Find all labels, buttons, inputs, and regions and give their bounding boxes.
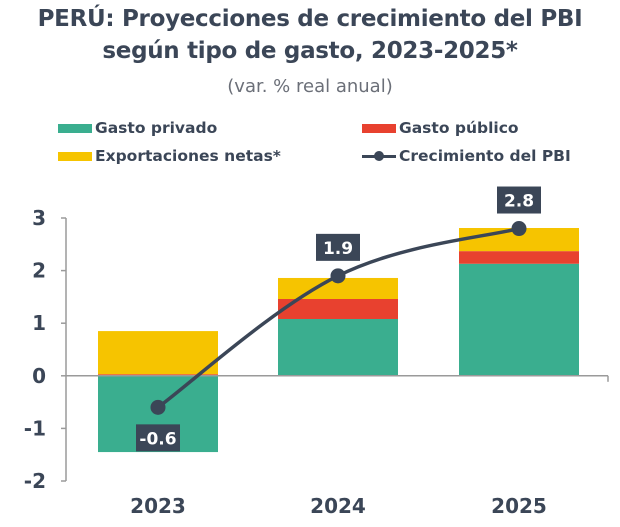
data-label-crecimiento-pbi: 2.8 — [504, 192, 534, 212]
marker-crecimiento-pbi-2023 — [150, 399, 166, 415]
legend-item-crecimiento-pbi: Crecimiento del PBI — [362, 147, 571, 165]
legend-label: Gasto público — [399, 119, 519, 137]
bar-gasto-privado-2024 — [278, 318, 398, 376]
data-label-box — [497, 186, 541, 214]
x-tick-label: 2024 — [310, 494, 366, 518]
legend-line-marker-icon — [362, 150, 396, 162]
legend-item-exportaciones-netas: Exportaciones netas* — [58, 147, 281, 165]
bar-gasto-privado-2025 — [459, 263, 579, 376]
y-tick-label: 2 — [32, 259, 46, 283]
legend-item-gasto-publico: Gasto público — [362, 119, 519, 137]
chart-title-line-1: PERÚ: Proyecciones de crecimiento del PB… — [37, 6, 583, 32]
y-tick-label: 3 — [32, 206, 46, 230]
legend-label: Crecimiento del PBI — [399, 147, 571, 165]
data-label-box — [316, 233, 360, 261]
x-tick-label: 2025 — [491, 494, 547, 518]
data-label-crecimiento-pbi: 1.9 — [323, 239, 353, 259]
legend-swatch-exportaciones-netas — [58, 151, 92, 161]
data-label-box — [136, 424, 180, 452]
bar-gasto-p-blico-2025 — [459, 251, 579, 264]
data-label-crecimiento-pbi: -0.6 — [139, 429, 176, 449]
chart-title-line-2: según tipo de gasto, 2023-2025* — [102, 38, 518, 64]
y-tick-label: 0 — [32, 364, 46, 388]
bar-gasto-p-blico-2024 — [278, 299, 398, 319]
legend-swatch-gasto-privado — [58, 123, 92, 133]
legend-swatch-gasto-publico — [362, 123, 396, 133]
legend-label: Exportaciones netas* — [95, 147, 281, 165]
marker-crecimiento-pbi-2025 — [511, 221, 527, 237]
legend-label: Gasto privado — [95, 119, 218, 137]
y-tick-label: -2 — [24, 469, 46, 493]
bar-exportaciones-netas-2023 — [98, 331, 218, 375]
x-tick-label: 2023 — [130, 494, 186, 518]
y-tick-label: 1 — [32, 311, 46, 335]
bar-gasto-p-blico-2023 — [98, 374, 218, 376]
chart-subtitle: (var. % real anual) — [227, 76, 393, 97]
legend-item-gasto-privado: Gasto privado — [58, 119, 217, 137]
y-tick-label: -1 — [24, 416, 46, 440]
marker-crecimiento-pbi-2024 — [330, 268, 346, 284]
